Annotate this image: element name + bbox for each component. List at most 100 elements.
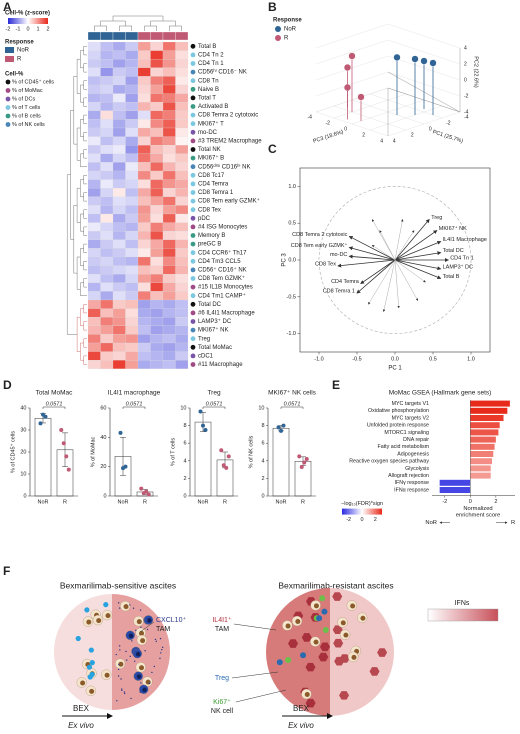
heatmap-cell xyxy=(150,136,164,146)
pc1-tick-label: -4 xyxy=(464,114,469,120)
row-label: Total T xyxy=(198,95,216,101)
row-label: LAMP3⁺ DC xyxy=(198,318,232,325)
cell xyxy=(86,664,93,670)
heatmap-cell xyxy=(100,317,114,326)
row-label: mo-DC xyxy=(198,130,218,136)
legend-label: % of MoMac xyxy=(12,88,43,94)
row-group-dot xyxy=(190,181,196,187)
cell xyxy=(316,615,323,622)
arrow-label: Treg xyxy=(431,215,442,221)
row-label: MKI67⁺ B xyxy=(198,155,224,162)
x-tick-label: R xyxy=(301,499,305,505)
heatmap-cell xyxy=(87,76,101,86)
dendrogram xyxy=(83,261,87,271)
cytokine xyxy=(123,691,126,693)
pca-point xyxy=(420,57,428,65)
heatmap-cell xyxy=(125,50,139,60)
annotation: Ki67⁺ xyxy=(213,698,231,706)
heatmap-cell xyxy=(100,299,114,309)
x-axis-title: Normalized xyxy=(463,506,492,512)
significance-bracket xyxy=(42,406,66,409)
heatmap-cell xyxy=(125,41,139,51)
heatmap-cell xyxy=(175,41,189,51)
cytokine xyxy=(155,640,158,643)
cell-nucleus xyxy=(147,618,152,623)
cell-nucleus xyxy=(104,672,110,678)
heatmap-cell xyxy=(150,153,164,163)
pc2-tick-label: 0 xyxy=(464,77,467,83)
cell-nucleus xyxy=(128,633,134,639)
plot-title: IL4I1 macrophage xyxy=(108,390,161,397)
y-tick-label: 2 xyxy=(261,476,264,482)
heatmap-cell xyxy=(162,196,176,206)
bar xyxy=(439,487,471,493)
loading-arrow xyxy=(348,254,396,261)
heatmap-cell xyxy=(175,162,189,172)
grid-line xyxy=(315,111,389,137)
heatmap-cell xyxy=(137,110,151,120)
legend-title: Cell-% xyxy=(5,72,24,78)
y-tick-label: 0 xyxy=(261,493,264,499)
loading-arrow xyxy=(394,251,442,261)
category-label: MTORC1 signaling xyxy=(384,430,429,436)
tam xyxy=(305,662,316,672)
cell-nucleus xyxy=(89,688,95,694)
colorbar-tick-label: -2 xyxy=(6,26,11,32)
dendrogram xyxy=(100,20,126,26)
heatmap-cell xyxy=(112,231,126,240)
heatmap-cell xyxy=(112,41,126,51)
legend-dot xyxy=(275,26,281,32)
loading-arrow xyxy=(394,219,404,261)
heatmap-cell xyxy=(162,308,176,318)
heatmap-cell xyxy=(87,274,101,283)
cell-nucleus xyxy=(136,619,142,625)
heatmap-cell xyxy=(100,334,114,344)
heatmap-cell xyxy=(87,102,101,111)
row-label: CD4 CCR6⁺ Th17 xyxy=(198,249,247,256)
heatmap-cell xyxy=(100,325,114,335)
cytokine xyxy=(116,700,118,702)
dendrogram xyxy=(70,110,74,240)
cytokine xyxy=(118,607,121,609)
pc2-tick-label: -2 xyxy=(464,93,469,99)
row-group-dot xyxy=(190,224,196,230)
cell xyxy=(321,608,328,615)
heatmap-cell xyxy=(100,93,114,103)
x-tick-label: NoR xyxy=(117,499,128,505)
heatmap-cell xyxy=(150,256,164,266)
heatmap-cell xyxy=(162,282,176,292)
dendrogram xyxy=(83,321,87,331)
data-point xyxy=(146,492,151,497)
category-label: Reactive oxygen species pathway xyxy=(349,459,429,465)
heatmap-cell xyxy=(175,308,189,318)
annotation: CXCL10⁺ xyxy=(156,616,186,624)
row-group-dot xyxy=(190,276,196,281)
row-label: Activated B xyxy=(198,104,228,110)
cell xyxy=(87,674,93,680)
heatmap-cell xyxy=(137,282,151,292)
heatmap-cell xyxy=(150,291,164,301)
heatmap-cell xyxy=(125,110,139,120)
colorbar xyxy=(342,508,382,515)
heatmap-cell xyxy=(137,188,151,197)
tam xyxy=(332,592,343,601)
row-label: CD8 Tn xyxy=(198,78,219,84)
heatmap-cell xyxy=(125,84,139,94)
legend-dot xyxy=(5,113,11,119)
heatmap-cell xyxy=(162,179,176,189)
heatmap-cell xyxy=(100,196,114,206)
heatmap-cell xyxy=(112,127,126,137)
ifn-gradient xyxy=(427,608,499,622)
colorbar-tick-label: 2 xyxy=(46,26,49,32)
row-label: #4 ISG Monocytes xyxy=(198,224,247,230)
arrow-label: CD8 Tem early GZMK⁺ xyxy=(291,242,348,249)
heatmap-cell xyxy=(175,334,189,344)
heatmap-cell xyxy=(175,50,189,60)
dendrogram xyxy=(83,80,87,90)
loading-arrow xyxy=(394,218,430,261)
heatmap-cell xyxy=(100,188,114,197)
row-group-dot xyxy=(190,362,196,367)
dendrogram xyxy=(83,226,87,236)
column-annotation xyxy=(137,31,151,41)
heatmap-cell xyxy=(87,222,101,232)
